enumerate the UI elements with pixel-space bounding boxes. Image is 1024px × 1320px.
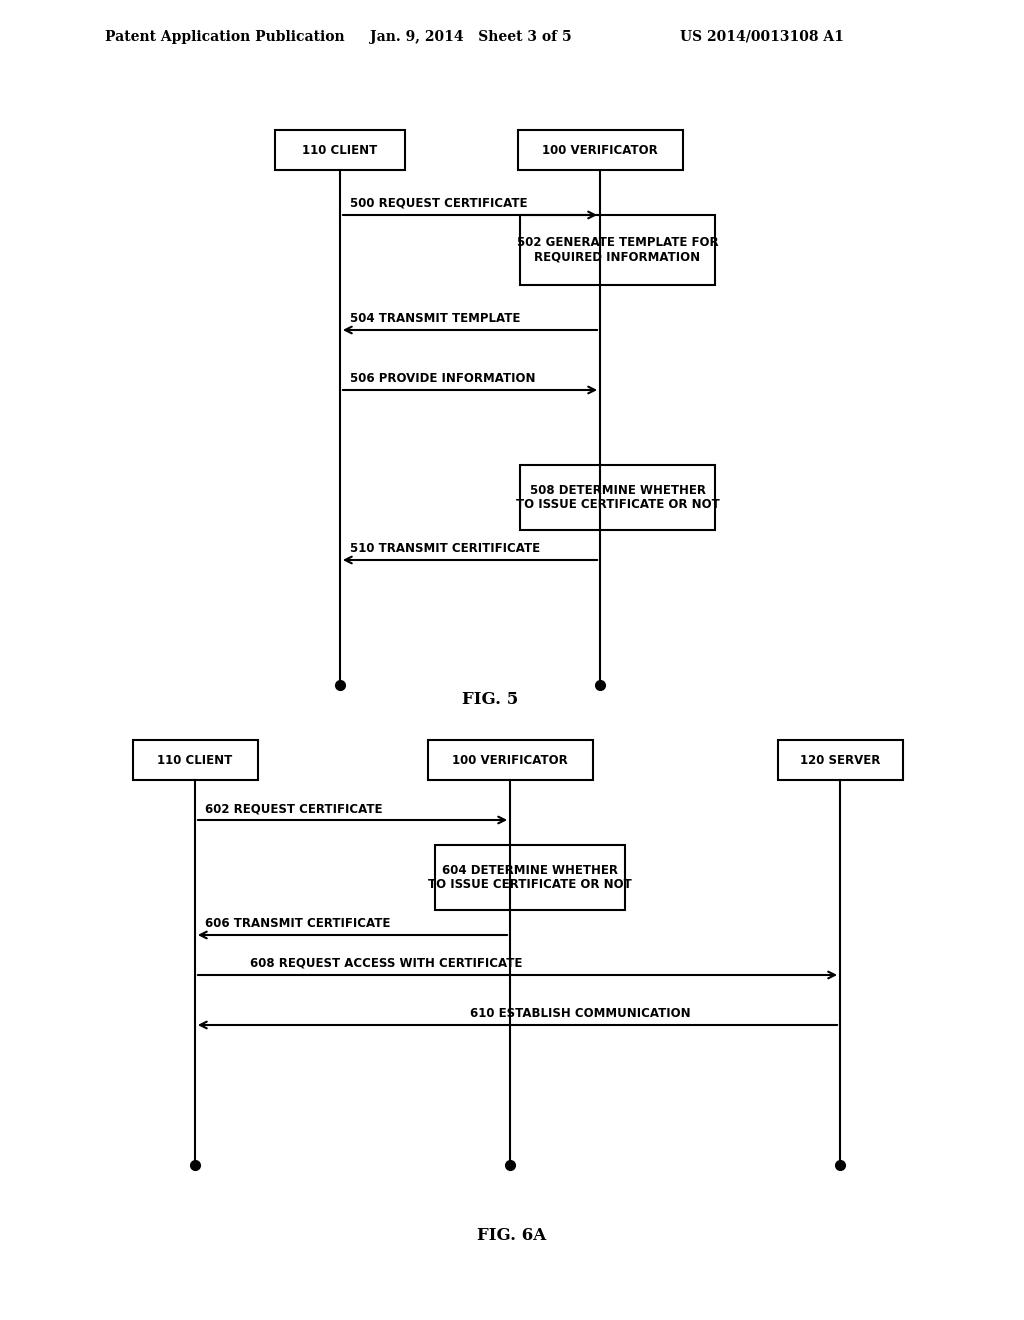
Text: Patent Application Publication: Patent Application Publication bbox=[105, 30, 345, 44]
Text: US 2014/0013108 A1: US 2014/0013108 A1 bbox=[680, 30, 844, 44]
Bar bbox=[427, 741, 593, 780]
Text: 120 SERVER: 120 SERVER bbox=[800, 754, 881, 767]
Text: FIG. 5: FIG. 5 bbox=[462, 692, 518, 709]
Text: FIG. 6A: FIG. 6A bbox=[477, 1226, 547, 1243]
Bar bbox=[517, 129, 683, 170]
Text: 500 REQUEST CERTIFICATE: 500 REQUEST CERTIFICATE bbox=[350, 197, 527, 210]
Text: 510 TRANSMIT CERITIFICATE: 510 TRANSMIT CERITIFICATE bbox=[350, 543, 540, 554]
Bar bbox=[777, 741, 902, 780]
Bar bbox=[275, 129, 406, 170]
Text: 508 DETERMINE WHETHER
TO ISSUE CERTIFICATE OR NOT: 508 DETERMINE WHETHER TO ISSUE CERTIFICA… bbox=[516, 483, 720, 511]
Text: 100 VERIFICATOR: 100 VERIFICATOR bbox=[453, 754, 568, 767]
Text: 604 DETERMINE WHETHER
TO ISSUE CERTIFICATE OR NOT: 604 DETERMINE WHETHER TO ISSUE CERTIFICA… bbox=[428, 863, 632, 891]
Text: 606 TRANSMIT CERTIFICATE: 606 TRANSMIT CERTIFICATE bbox=[205, 917, 390, 931]
Text: 602 REQUEST CERTIFICATE: 602 REQUEST CERTIFICATE bbox=[205, 803, 383, 814]
Bar bbox=[520, 465, 715, 531]
Text: 110 CLIENT: 110 CLIENT bbox=[302, 144, 378, 157]
Text: 504 TRANSMIT TEMPLATE: 504 TRANSMIT TEMPLATE bbox=[350, 312, 520, 325]
Bar bbox=[520, 215, 715, 285]
Text: 502 GENERATE TEMPLATE FOR
REQUIRED INFORMATION: 502 GENERATE TEMPLATE FOR REQUIRED INFOR… bbox=[517, 236, 718, 264]
Text: 506 PROVIDE INFORMATION: 506 PROVIDE INFORMATION bbox=[350, 372, 536, 385]
Text: 610 ESTABLISH COMMUNICATION: 610 ESTABLISH COMMUNICATION bbox=[470, 1007, 690, 1020]
Bar bbox=[435, 845, 625, 909]
Text: 100 VERIFICATOR: 100 VERIFICATOR bbox=[542, 144, 657, 157]
Text: 110 CLIENT: 110 CLIENT bbox=[158, 754, 232, 767]
Text: 608 REQUEST ACCESS WITH CERTIFICATE: 608 REQUEST ACCESS WITH CERTIFICATE bbox=[250, 957, 522, 970]
Text: Jan. 9, 2014   Sheet 3 of 5: Jan. 9, 2014 Sheet 3 of 5 bbox=[370, 30, 571, 44]
Bar bbox=[132, 741, 257, 780]
